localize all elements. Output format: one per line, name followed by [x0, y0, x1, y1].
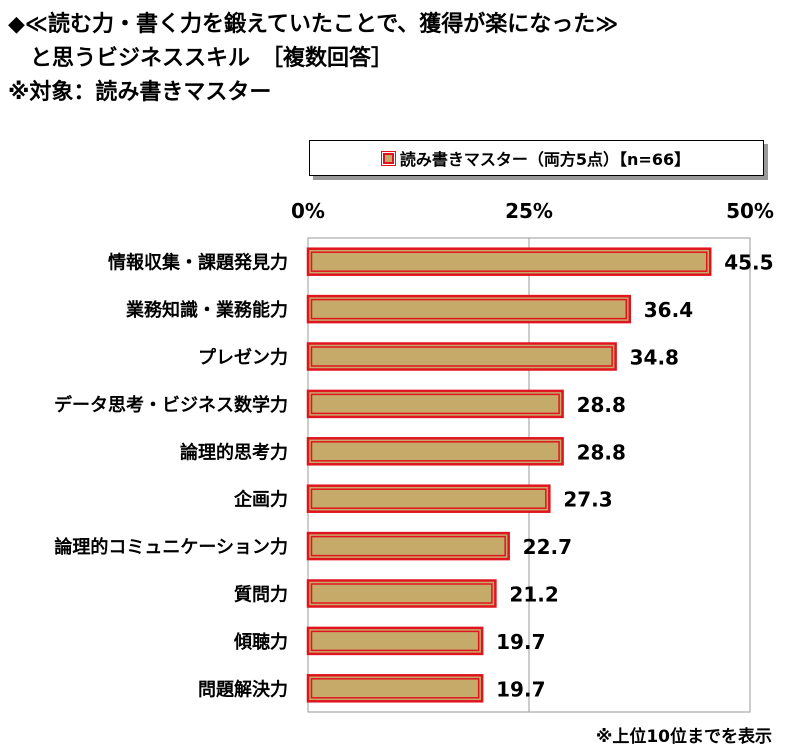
bar-inner-border — [310, 488, 547, 509]
bar-inner-border — [310, 441, 560, 462]
bar-inner-border — [310, 678, 480, 699]
chart-title: ◆≪読む力・書く力を鍛えていたことで、獲得が楽になった≫ と思うビジネススキル … — [8, 8, 618, 110]
category-label: 質問力 — [234, 584, 288, 606]
value-label: 21.2 — [509, 583, 558, 607]
bar — [306, 626, 484, 656]
bar-inner-border — [310, 583, 493, 604]
bar — [306, 389, 564, 419]
value-label: 28.8 — [577, 440, 626, 464]
category-label: 企画力 — [233, 489, 288, 511]
category-label: 論理的思考力 — [180, 441, 288, 463]
bar-inner-border — [310, 393, 560, 415]
bar-inner-border — [310, 346, 613, 367]
bar-inner-border — [310, 630, 480, 652]
bar — [306, 294, 632, 324]
category-label: データ思考・ビジネス数学力 — [54, 394, 288, 416]
x-tick-label: 50% — [726, 199, 774, 223]
bar-inner-border — [310, 251, 708, 272]
category-label: 問題解決力 — [198, 678, 288, 700]
value-label: 19.7 — [496, 677, 545, 701]
value-label: 27.3 — [563, 488, 612, 512]
bar-inner-border — [310, 298, 628, 320]
bar — [306, 437, 564, 466]
category-label: 業務知識・業務能力 — [125, 299, 288, 321]
legend: 読み書きマスター（両方5点）【n=66】 — [309, 140, 764, 176]
category-label: 論理的コミュニケーション力 — [54, 536, 288, 558]
legend-label: 読み書きマスター（両方5点）【n=66】 — [399, 150, 691, 169]
bar — [306, 342, 617, 371]
value-label: 36.4 — [644, 298, 693, 322]
title-line-3: ※対象：読み書きマスター — [8, 80, 272, 105]
title-line-1: ◆≪読む力・書く力を鍛えていたことで、獲得が楽になった≫ — [8, 12, 619, 37]
category-label: 情報収集・課題発見力 — [108, 252, 288, 274]
bar — [306, 674, 484, 703]
category-label: 傾聴力 — [233, 631, 288, 653]
x-tick-label: 0% — [291, 199, 325, 223]
value-label: 45.5 — [724, 251, 773, 275]
value-label: 22.7 — [523, 535, 572, 559]
footnote: ※上位10位までを表示 — [595, 727, 772, 747]
title-line-2: と思うビジネススキル ［複数回答］ — [30, 46, 394, 71]
bar — [306, 579, 497, 608]
bar-inner-border — [310, 535, 506, 557]
value-label: 34.8 — [630, 346, 679, 370]
bar — [306, 247, 712, 276]
bar — [306, 484, 551, 513]
value-label: 28.8 — [577, 393, 626, 417]
value-label: 19.7 — [496, 630, 545, 654]
legend-swatch — [380, 150, 396, 166]
bar — [306, 531, 510, 561]
x-tick-label: 25% — [505, 199, 553, 223]
category-label: プレゼン力 — [198, 347, 288, 369]
